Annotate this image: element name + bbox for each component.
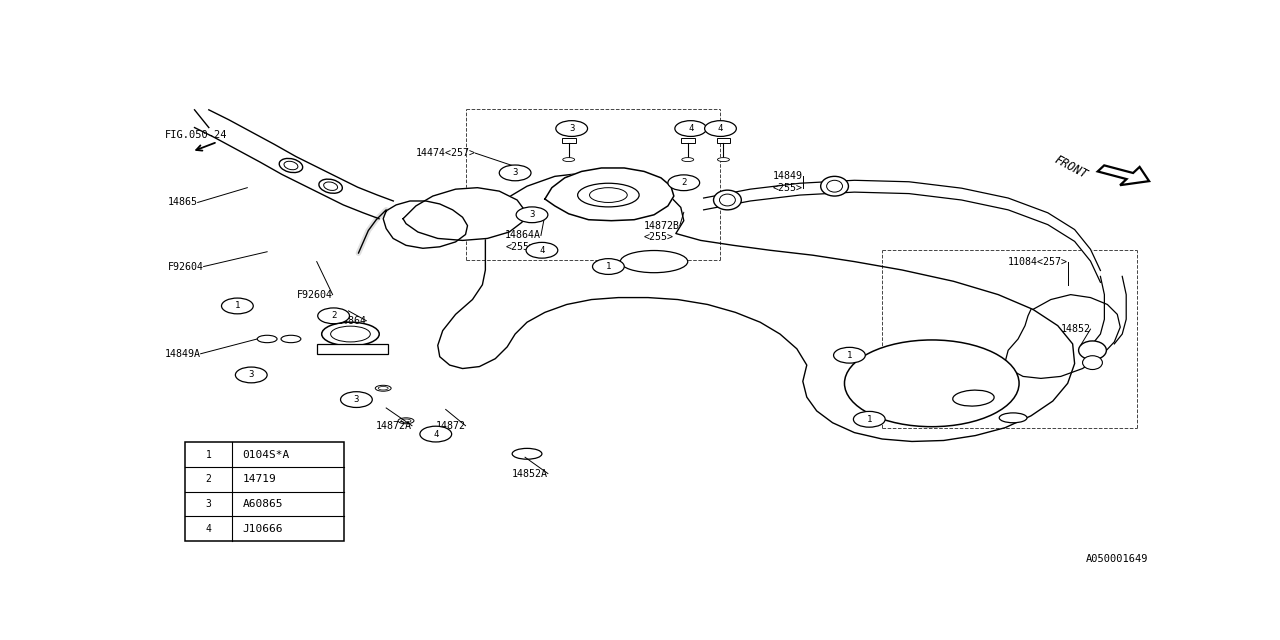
Text: <255>: <255>: [506, 242, 535, 252]
Polygon shape: [545, 168, 673, 221]
Ellipse shape: [319, 179, 342, 193]
Ellipse shape: [1083, 356, 1102, 369]
Bar: [717, 138, 731, 143]
Circle shape: [195, 522, 223, 536]
Polygon shape: [1005, 294, 1120, 378]
Text: 2: 2: [681, 179, 686, 188]
Polygon shape: [438, 173, 1075, 442]
Text: 0104S*A: 0104S*A: [242, 450, 289, 460]
Ellipse shape: [577, 183, 639, 207]
Ellipse shape: [682, 157, 694, 161]
Text: <255>: <255>: [773, 182, 803, 193]
Circle shape: [833, 348, 865, 363]
Text: F92604: F92604: [297, 290, 333, 300]
Text: 3: 3: [570, 124, 575, 133]
Text: A60865: A60865: [242, 499, 283, 509]
Circle shape: [704, 121, 736, 136]
Bar: [184, 442, 343, 541]
Text: 14872A: 14872A: [376, 420, 412, 431]
Text: 14864: 14864: [337, 316, 366, 326]
Polygon shape: [403, 188, 525, 241]
Text: J10666: J10666: [242, 524, 283, 534]
Text: 4: 4: [718, 124, 723, 133]
Ellipse shape: [718, 157, 730, 161]
Text: 3: 3: [530, 211, 535, 220]
Text: 3: 3: [248, 371, 253, 380]
Circle shape: [526, 243, 558, 258]
Text: 14852: 14852: [1061, 324, 1091, 334]
Circle shape: [516, 207, 548, 223]
Circle shape: [556, 121, 588, 136]
Ellipse shape: [713, 190, 741, 210]
Circle shape: [845, 340, 1019, 427]
Ellipse shape: [282, 335, 301, 342]
Bar: [681, 138, 695, 143]
Circle shape: [317, 308, 349, 324]
Text: 1: 1: [234, 301, 241, 310]
Circle shape: [668, 175, 700, 191]
Ellipse shape: [952, 390, 995, 406]
Circle shape: [195, 472, 223, 486]
Text: <255>: <255>: [644, 232, 675, 242]
Text: 3: 3: [512, 168, 518, 177]
Ellipse shape: [621, 250, 687, 273]
Ellipse shape: [820, 177, 849, 196]
Text: 4: 4: [539, 246, 544, 255]
Ellipse shape: [398, 418, 413, 424]
Ellipse shape: [284, 161, 298, 170]
Text: FIG.050-24: FIG.050-24: [165, 131, 228, 140]
Text: 1: 1: [605, 262, 611, 271]
Circle shape: [499, 165, 531, 180]
Text: 14864A: 14864A: [506, 230, 541, 241]
Ellipse shape: [375, 385, 392, 391]
Circle shape: [195, 448, 223, 461]
Circle shape: [420, 426, 452, 442]
Text: A050001649: A050001649: [1085, 554, 1148, 564]
Circle shape: [854, 412, 886, 427]
Ellipse shape: [1079, 341, 1106, 360]
Text: 2: 2: [206, 474, 211, 484]
Ellipse shape: [563, 157, 575, 161]
Text: F92604: F92604: [168, 262, 204, 271]
Circle shape: [221, 298, 253, 314]
Text: FRONT: FRONT: [1052, 154, 1089, 182]
Text: 4: 4: [689, 124, 694, 133]
Text: 14474<257>: 14474<257>: [416, 148, 476, 158]
Bar: [562, 138, 576, 143]
Ellipse shape: [279, 159, 302, 173]
Ellipse shape: [257, 335, 276, 342]
Ellipse shape: [321, 322, 379, 346]
Ellipse shape: [324, 182, 338, 191]
Circle shape: [195, 497, 223, 511]
Text: 14872B: 14872B: [644, 221, 680, 230]
Text: 14872: 14872: [435, 420, 466, 431]
Circle shape: [593, 259, 625, 275]
Text: 11084<257>: 11084<257>: [1009, 257, 1068, 267]
Text: 1: 1: [206, 450, 211, 460]
Ellipse shape: [1000, 413, 1027, 423]
Text: 14865: 14865: [168, 198, 198, 207]
Text: 14849A: 14849A: [165, 349, 201, 359]
Circle shape: [340, 392, 372, 408]
Text: 4: 4: [433, 429, 439, 438]
Text: 14849: 14849: [773, 172, 803, 181]
Text: 14852A: 14852A: [512, 468, 548, 479]
Bar: [316, 344, 388, 354]
Circle shape: [236, 367, 268, 383]
Text: 1: 1: [847, 351, 852, 360]
Text: 3: 3: [206, 499, 211, 509]
Text: 4: 4: [206, 524, 211, 534]
Polygon shape: [383, 201, 467, 248]
Text: 2: 2: [332, 311, 337, 320]
Text: 1: 1: [867, 415, 872, 424]
Circle shape: [675, 121, 707, 136]
Ellipse shape: [512, 449, 541, 460]
Text: 3: 3: [353, 395, 360, 404]
Text: 14719: 14719: [242, 474, 276, 484]
